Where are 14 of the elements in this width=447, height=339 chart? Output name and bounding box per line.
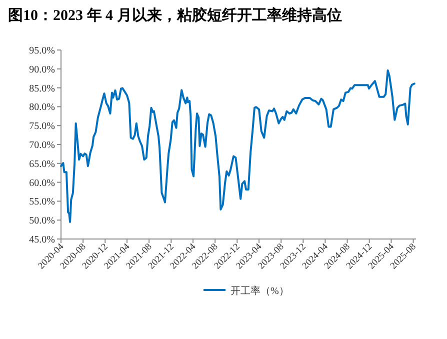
legend: 开工率（%） bbox=[204, 286, 289, 297]
y-tick-label: 55.0% bbox=[29, 196, 55, 208]
y-tick-label: 70.0% bbox=[29, 140, 55, 151]
y-tick-label: 65.0% bbox=[29, 158, 55, 170]
y-tick-label: 90.0% bbox=[29, 64, 55, 76]
y-tick-label: 85.0% bbox=[29, 83, 55, 94]
legend-label: 开工率（%） bbox=[230, 285, 289, 297]
y-tick-label: 95.0% bbox=[29, 46, 55, 56]
chart-title: 图10：2023 年 4 月以来，粘胶短纤开工率维持高位 bbox=[8, 6, 342, 24]
y-tick-label: 45.0% bbox=[29, 234, 55, 246]
y-tick-label: 50.0% bbox=[29, 216, 55, 227]
y-tick-label: 75.0% bbox=[29, 121, 55, 132]
y-tick-label: 80.0% bbox=[29, 102, 55, 114]
y-tick-label: 60.0% bbox=[29, 178, 55, 189]
